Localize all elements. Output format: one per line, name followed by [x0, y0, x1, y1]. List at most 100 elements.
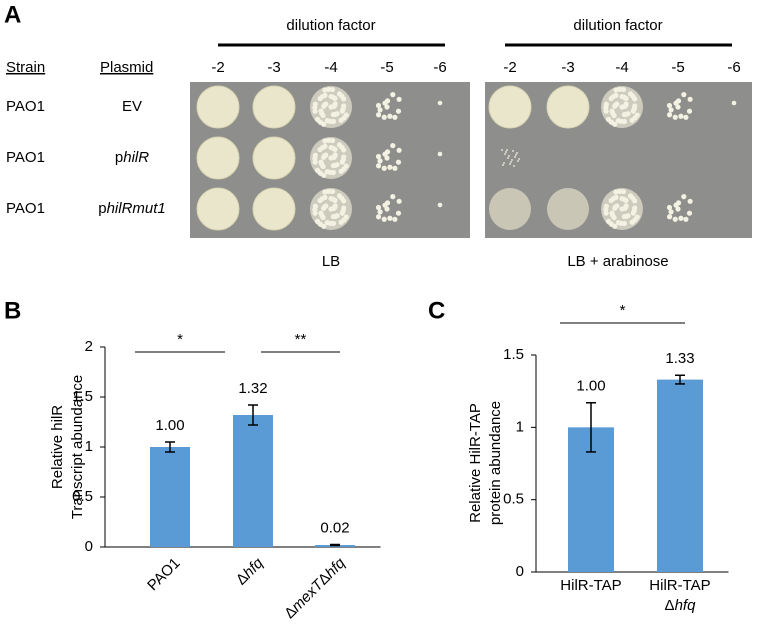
colony — [320, 112, 326, 119]
y-tick-label: 1.5 — [72, 388, 93, 405]
colony — [312, 108, 318, 114]
y-tick-label: 1 — [516, 418, 524, 435]
colony — [332, 152, 338, 158]
colony — [332, 101, 338, 107]
colony — [673, 202, 679, 208]
colony — [437, 151, 443, 157]
colony — [330, 118, 337, 125]
colony — [620, 188, 627, 195]
colony — [502, 164, 504, 166]
colony — [328, 195, 334, 202]
colony — [395, 108, 402, 114]
colony — [377, 107, 383, 113]
colony — [330, 169, 337, 176]
colony — [687, 96, 693, 102]
colony — [322, 138, 328, 144]
colony — [672, 216, 678, 222]
plasmid-part: hilR — [123, 149, 149, 166]
dilution-title: dilution factor — [573, 17, 662, 34]
colony — [623, 203, 629, 209]
plasmid: philRmut1 — [98, 200, 166, 217]
colony — [619, 93, 625, 100]
colony — [312, 210, 318, 216]
colony — [625, 213, 631, 219]
colony — [343, 214, 349, 220]
y-tick-label: 0 — [85, 538, 93, 555]
colony — [668, 209, 674, 215]
colony — [336, 193, 343, 199]
colony — [666, 204, 673, 211]
colony — [608, 197, 614, 204]
colony — [673, 100, 679, 106]
colony — [375, 153, 382, 160]
x-tick-label: HilR-TAP Δhfq — [649, 577, 710, 614]
colony — [375, 163, 382, 169]
colony — [516, 152, 518, 154]
colony — [621, 220, 628, 227]
colony — [375, 204, 382, 211]
dilution-label: -2 — [211, 59, 224, 76]
colony — [382, 202, 388, 208]
panel-label: A — [4, 1, 21, 28]
spot — [196, 187, 240, 231]
colony — [381, 216, 387, 222]
colony — [611, 214, 617, 221]
colony — [513, 165, 515, 167]
colony — [332, 203, 338, 209]
colony — [515, 154, 517, 156]
dilution-label: -5 — [671, 59, 684, 76]
spot — [547, 188, 589, 230]
colony — [613, 87, 619, 93]
colony — [317, 197, 323, 204]
colony — [603, 108, 609, 114]
dilution-label: -5 — [380, 59, 393, 76]
plasmid-part: EV — [122, 98, 142, 115]
dilution-label: -4 — [615, 59, 628, 76]
colony — [686, 210, 693, 216]
colony — [612, 205, 618, 211]
colony — [390, 91, 396, 98]
x-tick-label: HilR-TAP — [560, 577, 621, 594]
colony — [336, 142, 343, 148]
colony — [343, 163, 349, 169]
colony — [341, 205, 347, 211]
colony — [686, 108, 693, 114]
colony — [507, 157, 509, 159]
colony — [396, 147, 402, 153]
y-tick-label: 0.5 — [503, 491, 524, 508]
colony — [317, 95, 323, 102]
significance-label: * — [620, 302, 626, 319]
colony — [666, 112, 673, 118]
colony — [375, 112, 382, 118]
colony — [509, 163, 511, 165]
colony — [392, 216, 398, 222]
y-tick-label: 0.5 — [72, 488, 93, 505]
value-label: 1.33 — [665, 350, 694, 367]
colony — [504, 153, 506, 155]
y-tick-label: 1 — [85, 438, 93, 455]
colony — [387, 164, 393, 170]
plate-medium: LB — [322, 253, 340, 270]
colony — [612, 103, 618, 109]
colony — [328, 93, 334, 100]
colony — [510, 161, 512, 163]
colony — [392, 114, 398, 120]
colony — [608, 95, 614, 102]
x-tick-label: Δhfq — [233, 554, 267, 588]
colony — [395, 210, 402, 216]
colony — [382, 151, 388, 157]
colony — [384, 104, 390, 110]
colony — [322, 87, 328, 93]
x-label-line: Δhfq — [665, 597, 697, 614]
colony — [514, 156, 516, 158]
colony — [321, 223, 327, 229]
panel-label: B — [4, 297, 21, 324]
colony — [334, 213, 340, 219]
colony — [381, 114, 387, 120]
spot — [252, 85, 296, 129]
dilution-label: -6 — [433, 59, 446, 76]
strain: PAO1 — [6, 98, 45, 115]
colony — [437, 202, 443, 208]
colony — [675, 104, 681, 110]
colony — [612, 121, 618, 127]
